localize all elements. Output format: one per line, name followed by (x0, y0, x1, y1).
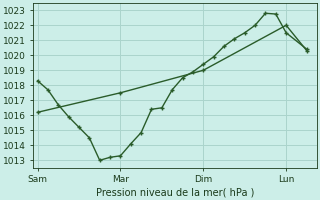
X-axis label: Pression niveau de la mer( hPa ): Pression niveau de la mer( hPa ) (96, 187, 254, 197)
